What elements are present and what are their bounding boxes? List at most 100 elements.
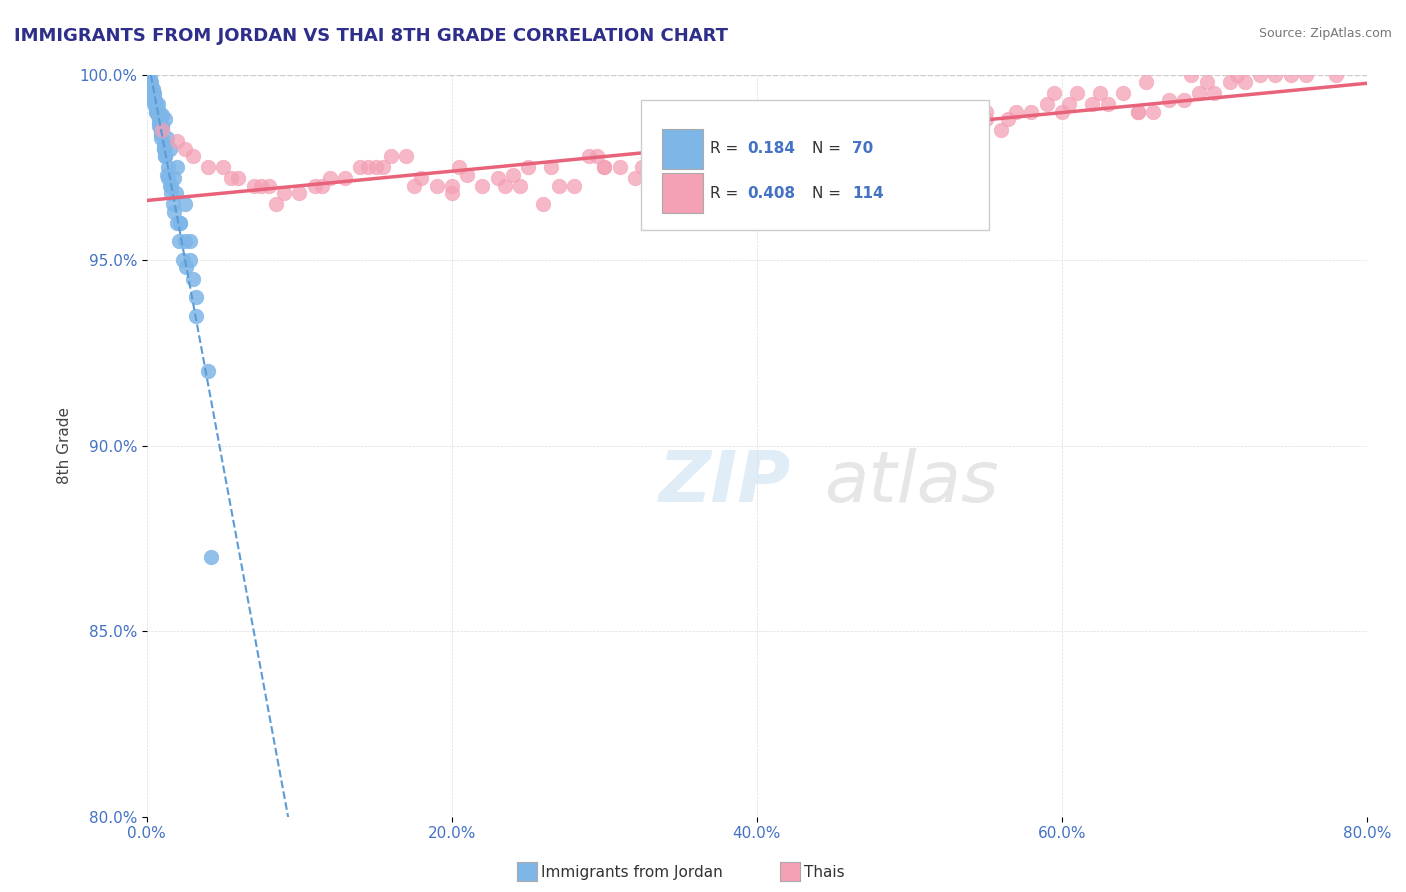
Point	[1279, 68, 1302, 82]
Point	[142, 86, 165, 100]
Point	[157, 171, 180, 186]
Point	[150, 120, 173, 134]
Point	[700, 149, 723, 163]
Text: N =: N =	[811, 141, 845, 156]
Point	[1264, 68, 1286, 82]
Point	[166, 216, 188, 230]
Point	[1059, 97, 1081, 112]
Point	[160, 186, 183, 201]
Point	[502, 168, 524, 182]
Point	[952, 104, 974, 119]
Point	[143, 94, 166, 108]
Point	[139, 75, 162, 89]
Y-axis label: 8th Grade: 8th Grade	[58, 407, 72, 484]
Point	[174, 235, 197, 249]
Point	[1157, 94, 1180, 108]
Point	[1126, 104, 1149, 119]
Point	[153, 149, 176, 163]
Point	[159, 142, 181, 156]
Point	[411, 171, 433, 186]
Point	[1088, 86, 1111, 100]
Text: R =: R =	[710, 141, 744, 156]
Point	[440, 178, 463, 193]
Point	[150, 120, 173, 134]
Point	[1035, 97, 1057, 112]
Point	[593, 161, 616, 175]
Point	[1219, 75, 1241, 89]
Point	[149, 130, 172, 145]
Point	[509, 178, 531, 193]
Point	[868, 161, 890, 175]
Point	[150, 108, 173, 122]
Point	[1233, 75, 1256, 89]
Point	[197, 161, 219, 175]
Point	[141, 78, 163, 93]
Point	[184, 290, 207, 304]
Point	[288, 186, 311, 201]
Point	[1142, 104, 1164, 119]
Point	[145, 101, 167, 115]
Point	[167, 235, 190, 249]
Point	[1249, 68, 1271, 82]
Point	[152, 142, 174, 156]
Point	[273, 186, 295, 201]
Point	[143, 90, 166, 104]
Point	[769, 149, 792, 163]
Point	[471, 178, 494, 193]
Point	[943, 104, 966, 119]
Point	[974, 104, 997, 119]
Point	[380, 149, 402, 163]
Point	[1324, 68, 1347, 82]
Point	[562, 178, 585, 193]
Point	[585, 149, 607, 163]
Point	[647, 149, 669, 163]
Point	[146, 104, 169, 119]
Point	[1188, 86, 1211, 100]
Text: Immigrants from Jordan: Immigrants from Jordan	[541, 865, 723, 880]
Point	[145, 97, 167, 112]
Point	[883, 123, 905, 137]
Point	[146, 104, 169, 119]
Point	[1226, 68, 1249, 82]
Point	[723, 161, 745, 175]
Point	[1112, 86, 1135, 100]
Point	[166, 134, 188, 148]
Point	[426, 178, 449, 193]
Point	[141, 75, 163, 89]
Point	[149, 127, 172, 141]
Point	[219, 171, 242, 186]
Point	[163, 171, 186, 186]
Point	[1180, 68, 1202, 82]
Point	[1021, 104, 1043, 119]
Text: 114: 114	[852, 186, 883, 201]
Point	[311, 178, 333, 193]
Point	[145, 104, 167, 119]
Point	[153, 149, 176, 163]
Point	[814, 149, 837, 163]
Point	[250, 178, 273, 193]
Point	[456, 168, 478, 182]
Point	[143, 97, 166, 112]
Point	[197, 364, 219, 378]
Point	[266, 197, 288, 211]
Point	[1066, 86, 1088, 100]
Point	[905, 112, 928, 126]
Point	[163, 204, 186, 219]
Point	[517, 161, 540, 175]
Point	[257, 178, 280, 193]
Point	[990, 123, 1012, 137]
Point	[148, 116, 170, 130]
Point	[169, 216, 191, 230]
Point	[685, 168, 707, 182]
Text: 0.408: 0.408	[747, 186, 796, 201]
Point	[150, 123, 173, 137]
Point	[181, 149, 204, 163]
Point	[631, 161, 654, 175]
Point	[200, 549, 222, 564]
Point	[1135, 75, 1157, 89]
Point	[1173, 94, 1195, 108]
Point	[179, 253, 201, 268]
Point	[139, 71, 162, 86]
FancyBboxPatch shape	[662, 128, 703, 169]
Text: R =: R =	[710, 186, 744, 201]
